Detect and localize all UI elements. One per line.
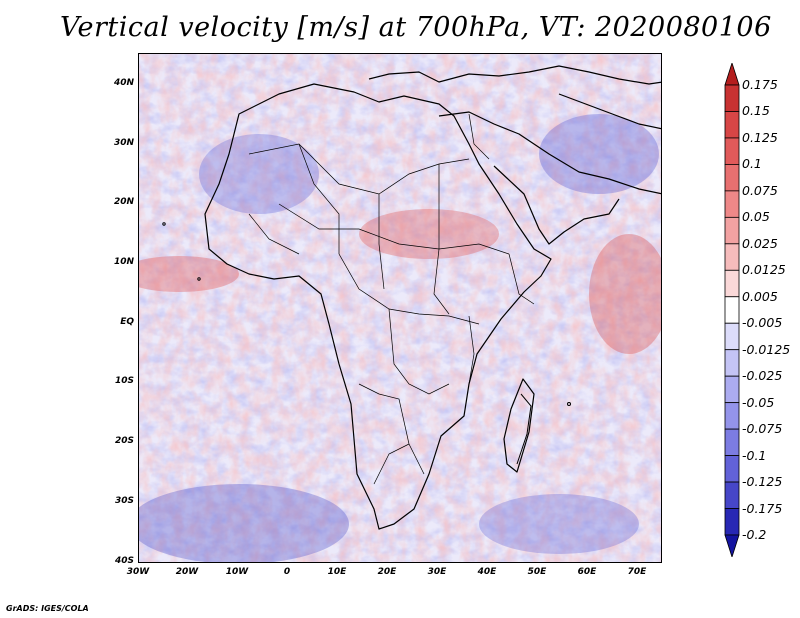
colorbar-segment: [724, 190, 740, 218]
map-title: Vertical velocity [m/s] at 700hPa, VT: 2…: [60, 12, 772, 43]
colorbar-segment: [724, 63, 740, 86]
lon-label-40e: 40E: [477, 567, 497, 577]
colorbar-label: 0.125: [742, 129, 778, 145]
colorbar-label: -0.1: [742, 447, 767, 463]
lat-label-40n: 40N: [113, 78, 134, 88]
lon-label-60e: 60E: [577, 567, 597, 577]
colorbar-segment: [724, 508, 740, 536]
colorbar-label: -0.075: [742, 421, 783, 437]
lon-label-50e: 50E: [527, 567, 547, 577]
velocity-field-map: [139, 54, 661, 562]
colorbar-segment: [724, 349, 740, 377]
colorbar-segment: [724, 481, 740, 509]
colorbar-segment: [724, 216, 740, 245]
colorbar-label: 0.025: [742, 235, 778, 251]
colorbar-segment: [724, 164, 740, 192]
lon-label-30w: 30W: [126, 567, 150, 577]
colorbar-segment: [724, 296, 740, 324]
colorbar-label: -0.2: [742, 527, 767, 542]
lat-label-30s: 30S: [114, 496, 134, 506]
colorbar-label: -0.025: [742, 368, 783, 384]
credit-text: GrADS: IGES/COLA: [6, 604, 89, 613]
colorbar-label: -0.05: [742, 394, 775, 410]
colorbar-segment: [724, 111, 740, 139]
lon-label-70e: 70E: [627, 567, 647, 577]
colorbar-segment: [724, 534, 740, 557]
lon-label-10e: 10E: [327, 567, 347, 577]
colorbar-label: -0.175: [742, 500, 783, 516]
lat-label-40s: 40S: [114, 556, 134, 566]
colorbar-label: -0.005: [742, 315, 783, 331]
colorbar-segment: [724, 84, 740, 112]
colorbar-label: -0.0125: [742, 341, 791, 357]
colorbar-label: 0.1: [742, 156, 762, 172]
lat-label-30n: 30N: [113, 138, 134, 148]
colorbar-label: 0.075: [742, 182, 778, 198]
lon-label-20w: 20W: [175, 567, 199, 577]
colorbar: [724, 63, 740, 557]
lon-label-30e: 30E: [427, 567, 447, 577]
lat-label-20n: 20N: [113, 197, 134, 207]
colorbar-label: 0.05: [742, 209, 770, 225]
colorbar-label: 0.005: [742, 288, 778, 304]
lat-label-eq: EQ: [120, 317, 134, 327]
colorbar-segment: [724, 375, 740, 404]
colorbar-label: 0.175: [742, 77, 778, 92]
colorbar-segment: [724, 137, 740, 165]
colorbar-segment: [724, 428, 740, 456]
map-panel[interactable]: [138, 53, 662, 563]
lon-label-20e: 20E: [377, 567, 397, 577]
colorbar-label: -0.125: [742, 474, 783, 490]
lat-label-10n: 10N: [113, 257, 134, 267]
colorbar-segment: [724, 269, 740, 298]
country-borders: [248, 113, 535, 485]
lon-label-10w: 10W: [225, 567, 249, 577]
lon-label-0: 0: [283, 567, 291, 577]
colorbar-segment: [724, 322, 740, 351]
colorbar-segment: [724, 243, 740, 271]
lat-label-10s: 10S: [114, 376, 134, 386]
coastlines: [204, 65, 661, 530]
colorbar-label: 0.0125: [742, 262, 786, 278]
colorbar-segment: [724, 402, 740, 430]
colorbar-segment: [724, 455, 740, 483]
colorbar-label: 0.15: [742, 103, 770, 119]
lat-label-20s: 20S: [114, 436, 134, 446]
